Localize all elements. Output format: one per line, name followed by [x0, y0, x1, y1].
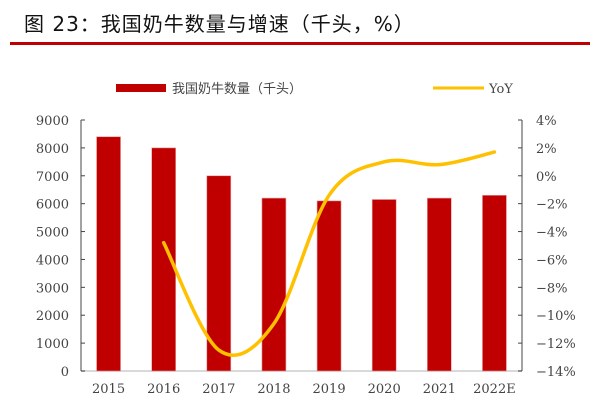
- chart-title: 图 23：我国奶牛数量与增速（千头，%）: [24, 12, 415, 36]
- left-axis-tick-label: 7000: [36, 170, 69, 185]
- legend-bar-label: 我国奶牛数量（千头）: [172, 82, 302, 97]
- x-axis-tick-label: 2017: [202, 382, 235, 397]
- left-axis-tick-label: 3000: [36, 281, 69, 296]
- right-axis-tick-label: −10%: [536, 309, 576, 324]
- right-axis-tick-label: −14%: [536, 365, 576, 380]
- x-axis-tick-label: 2018: [257, 382, 290, 397]
- bar-2020: [371, 199, 397, 372]
- left-axis-tick-label: 8000: [36, 142, 69, 157]
- right-axis-tick-label: −8%: [536, 281, 568, 296]
- left-axis-tick-label: 5000: [36, 226, 69, 241]
- bar-2015: [96, 136, 121, 372]
- x-axis-tick-label: 2019: [313, 382, 346, 397]
- right-axis-tick-label: −4%: [536, 226, 568, 241]
- bar-2019: [316, 200, 342, 372]
- right-axis-tick-label: 2%: [536, 142, 557, 157]
- bar-2021: [427, 197, 452, 372]
- x-axis-tick-label: 2015: [92, 382, 125, 397]
- right-axis-tick-label: −2%: [536, 198, 568, 213]
- left-axis-tick-label: 2000: [36, 309, 69, 324]
- x-axis-tick-label: 2021: [423, 382, 456, 397]
- right-axis-tick-label: 4%: [536, 114, 557, 129]
- left-axis-tick-label: 6000: [36, 198, 69, 213]
- right-axis-tick-label: −12%: [536, 337, 576, 352]
- legend-line-label: YoY: [488, 82, 513, 97]
- yoy-line: [161, 150, 497, 357]
- bar-2018: [261, 197, 287, 372]
- left-axis-tick-label: 9000: [36, 114, 69, 129]
- left-axis-tick-label: 1000: [36, 337, 69, 352]
- left-axis-tick-label: 4000: [36, 253, 69, 268]
- x-axis-tick-label: 2020: [368, 382, 401, 397]
- x-axis-tick-label: 2022E: [473, 382, 516, 397]
- right-axis-tick-label: −6%: [536, 253, 568, 268]
- bar-2022E: [482, 195, 507, 372]
- right-axis-tick-label: 0%: [536, 170, 557, 185]
- legend-bar-swatch: [116, 84, 166, 92]
- title-underline: [10, 42, 590, 45]
- left-axis-tick-label: 0: [61, 365, 69, 380]
- x-axis-tick-label: 2016: [147, 382, 180, 397]
